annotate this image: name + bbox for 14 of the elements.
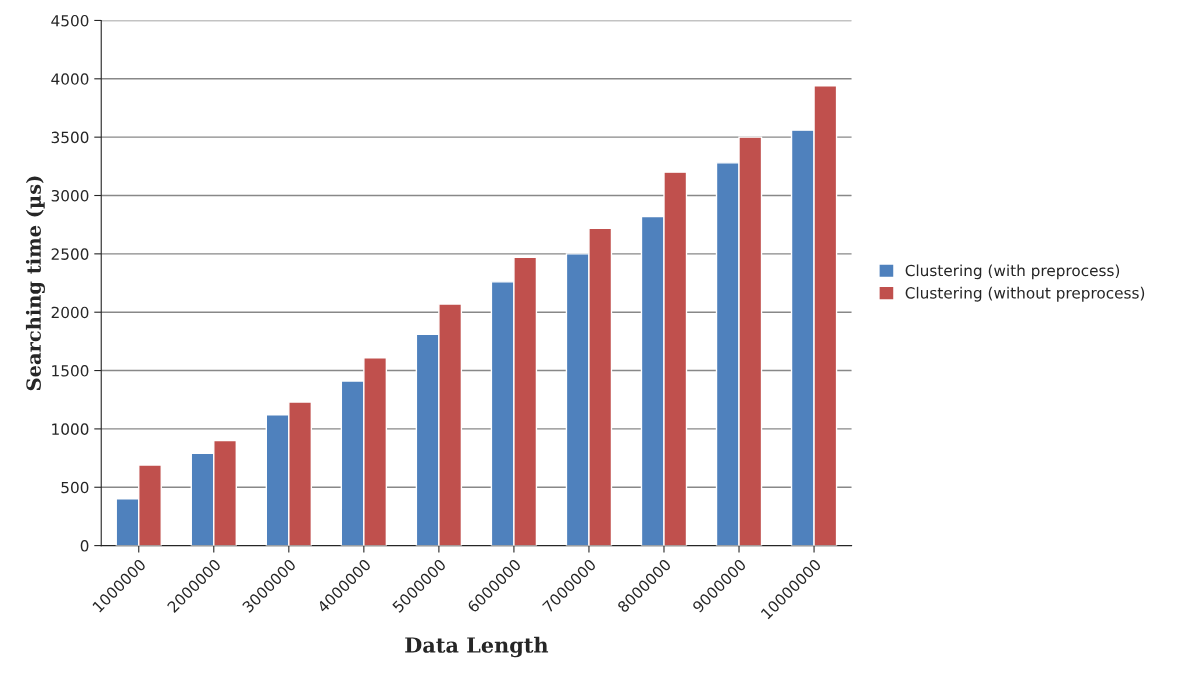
y-tick-label: 4500 xyxy=(51,14,89,27)
y-tick-label: 4000 xyxy=(51,73,89,85)
y-tick-label: 2500 xyxy=(51,248,89,260)
y-tick-label: 500 xyxy=(61,481,89,494)
y-tick-label: 1000 xyxy=(52,423,89,435)
y-tick-label: 1500 xyxy=(52,365,89,377)
y-tick-label: 3500 xyxy=(51,131,89,144)
legend-label: Clustering (without preprocess) xyxy=(905,286,1145,302)
y-tick-label: 2000 xyxy=(51,306,89,319)
x-axis-title: Data Length xyxy=(405,636,549,658)
y-axis-title: Searching time (µs) xyxy=(25,176,45,391)
legend-label: Clustering (with preprocess) xyxy=(905,264,1120,280)
y-tick-label: 0 xyxy=(80,540,89,552)
y-tick-label: 3000 xyxy=(51,189,89,202)
